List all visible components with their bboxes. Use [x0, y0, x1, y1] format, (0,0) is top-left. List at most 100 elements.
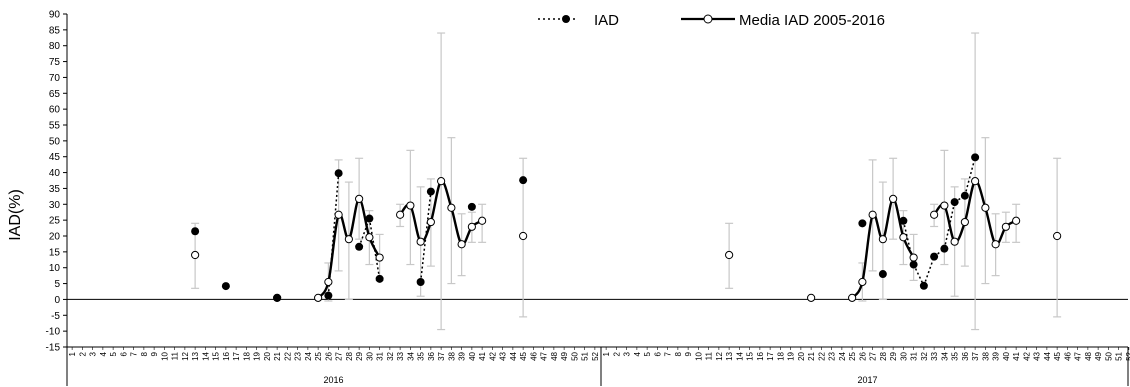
x-week-label: 10 [694, 351, 703, 360]
y-tick-label: 70 [49, 73, 61, 84]
legend-iad-label: IAD [594, 12, 619, 29]
x-week-label: 20 [797, 351, 806, 360]
iad-point [221, 282, 230, 291]
x-week-label: 28 [345, 351, 354, 360]
x-week-label: 24 [304, 351, 313, 360]
mean-point [858, 277, 867, 287]
mean-point [868, 210, 877, 219]
x-week-label: 32 [920, 351, 929, 360]
x-week-label: 25 [848, 351, 857, 360]
iad-line [368, 218, 381, 279]
iad-line [419, 191, 432, 283]
x-week-label: 40 [1002, 351, 1011, 360]
x-week-label: 30 [899, 351, 908, 360]
iad-point [930, 252, 939, 261]
x-week-label: 46 [529, 351, 538, 360]
iad-point [355, 242, 364, 251]
y-tick-label: 30 [49, 200, 61, 211]
x-week-label: 51 [1115, 351, 1124, 360]
x-week-label: 32 [386, 351, 395, 360]
x-year-label: 2017 [857, 375, 877, 385]
iad-point [519, 176, 528, 185]
x-week-label: 6 [653, 351, 662, 356]
x-week-label: 8 [140, 351, 149, 356]
x-week-label: 46 [1063, 351, 1072, 360]
y-tick-label: 45 [49, 152, 61, 163]
x-week-label: 42 [488, 351, 497, 360]
x-week-label: 41 [478, 351, 487, 360]
x-week-label: 37 [437, 351, 446, 360]
iad-line [923, 256, 935, 287]
mean-point [447, 203, 456, 212]
x-week-label: 28 [879, 351, 888, 360]
mean-point [889, 194, 898, 203]
iad-point [191, 227, 200, 236]
legend-mean-label: Media IAD 2005-2016 [739, 12, 885, 29]
x-week-label: 35 [417, 351, 426, 360]
iad-line [964, 157, 976, 196]
x-week-label: 6 [119, 351, 128, 356]
y-tick-label: -5 [51, 311, 60, 322]
x-week-label: 47 [540, 351, 549, 360]
y-tick-label: 20 [49, 232, 61, 243]
x-week-label: 36 [961, 351, 970, 360]
mean-point [457, 240, 466, 249]
x-week-label: 13 [725, 351, 734, 360]
legend: IAD Media IAD 2005-2016 [538, 12, 885, 29]
y-tick-label: 65 [49, 89, 61, 100]
x-year-label: 2016 [323, 375, 343, 385]
mean-point [467, 222, 476, 231]
x-week-label: 19 [787, 351, 796, 360]
x-week-label: 13 [191, 351, 200, 360]
mean-point [848, 293, 857, 302]
iad-point [960, 191, 969, 200]
mean-point [909, 253, 918, 262]
iad-point [375, 274, 384, 283]
iad-point [899, 216, 908, 225]
iad-point [878, 270, 887, 279]
mean-point [478, 216, 487, 225]
y-tick-label: 35 [49, 184, 61, 195]
y-tick-label: 85 [49, 25, 61, 36]
iad-point [971, 153, 980, 162]
mean-point [807, 293, 816, 302]
x-week-label: 2 [612, 351, 621, 356]
x-week-label: 34 [940, 351, 949, 360]
x-week-label: 52 [1125, 351, 1130, 360]
x-week-label: 43 [1033, 351, 1042, 360]
chart-axes: -15-10-505101520253035404550556065707580… [46, 10, 1130, 386]
iad-point [416, 277, 425, 286]
y-tick-label: 25 [49, 216, 61, 227]
x-week-label: 4 [633, 351, 642, 356]
mean-point [416, 237, 425, 246]
iad-point [324, 291, 333, 300]
x-week-label: 1 [68, 351, 77, 356]
x-week-label: 31 [376, 351, 385, 360]
x-week-label: 33 [396, 351, 405, 360]
series-markers [191, 153, 1062, 302]
x-week-label: 21 [807, 351, 816, 360]
x-week-label: 1 [602, 351, 611, 356]
iad-point [858, 219, 867, 228]
x-week-label: 18 [776, 351, 785, 360]
iad-line [358, 218, 371, 248]
x-week-label: 12 [715, 351, 724, 360]
mean-point [344, 235, 353, 244]
x-week-label: 14 [201, 351, 210, 360]
x-week-label: 9 [684, 351, 693, 356]
mean-point [437, 177, 446, 186]
x-week-label: 44 [509, 351, 518, 360]
x-week-label: 52 [591, 351, 600, 360]
x-week-label: 17 [766, 351, 775, 360]
x-week-label: 21 [273, 351, 282, 360]
iad-line [327, 173, 340, 296]
iad-point [950, 198, 959, 207]
mean-point [355, 194, 364, 203]
x-week-label: 47 [1074, 351, 1083, 360]
x-week-label: 3 [89, 351, 98, 356]
x-week-label: 27 [869, 351, 878, 360]
x-week-label: 48 [550, 351, 559, 360]
x-week-label: 29 [355, 351, 364, 360]
x-week-label: 26 [324, 351, 333, 360]
